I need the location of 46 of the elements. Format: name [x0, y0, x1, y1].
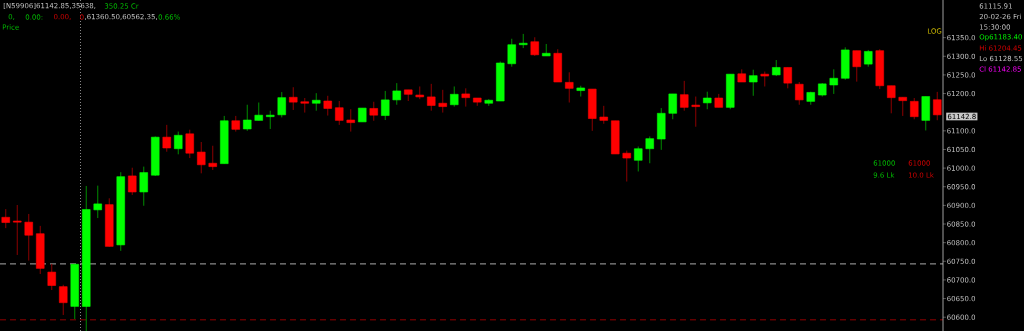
candlestick [438, 89, 447, 114]
candlestick [162, 124, 171, 153]
candlestick [289, 86, 298, 111]
candlestick [392, 82, 401, 106]
candlestick [668, 93, 677, 120]
candlestick [128, 167, 137, 196]
candlestick [208, 145, 217, 171]
candlestick [921, 96, 930, 131]
candlestick [852, 50, 861, 83]
candlestick [795, 81, 804, 106]
candlestick [749, 69, 758, 97]
candlestick [369, 101, 378, 122]
candlestick [461, 87, 470, 108]
candlestick [783, 66, 792, 89]
candlestick [139, 166, 148, 207]
candlestick [645, 135, 654, 164]
candlestick [323, 95, 332, 117]
candlestick [346, 108, 355, 133]
candlestick [691, 96, 700, 128]
candlestick [887, 85, 896, 114]
candlestick [185, 129, 194, 159]
candlestick [197, 141, 206, 174]
candlestick [634, 145, 643, 172]
candlestick [59, 284, 68, 316]
candlestick [243, 104, 252, 132]
candlestick [910, 97, 919, 120]
candlestick [266, 110, 275, 130]
candlestick [174, 131, 183, 155]
candlestick [13, 204, 22, 256]
candlestick [427, 83, 436, 112]
candlestick [898, 96, 907, 117]
candlestick [530, 36, 539, 57]
candlestick [622, 150, 631, 183]
candlestick [565, 71, 574, 103]
candlestick [1, 208, 10, 229]
candlestick [507, 38, 516, 68]
candlestick [450, 85, 459, 108]
candlestick [24, 213, 33, 262]
candlestick [829, 68, 838, 95]
candlestick [93, 185, 102, 219]
candlestick [335, 100, 344, 126]
candlestick [277, 91, 286, 118]
candlestick [381, 90, 390, 121]
candlestick [933, 91, 942, 121]
candlestick [47, 263, 56, 291]
candlestick [680, 80, 689, 112]
